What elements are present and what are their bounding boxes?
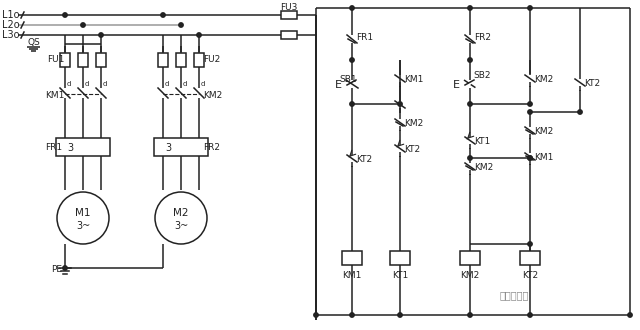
Text: QS: QS [27, 39, 40, 48]
Circle shape [468, 156, 472, 160]
Text: KT1: KT1 [474, 137, 490, 146]
Circle shape [63, 266, 67, 270]
Circle shape [161, 13, 165, 17]
Circle shape [57, 192, 109, 244]
Text: KM2: KM2 [534, 75, 553, 83]
Text: KT2: KT2 [404, 145, 420, 153]
Circle shape [528, 313, 532, 317]
Circle shape [350, 58, 354, 62]
Bar [60, 53, 70, 67]
Circle shape [398, 313, 402, 317]
Circle shape [528, 156, 532, 160]
Circle shape [468, 313, 472, 317]
Bar [520, 251, 540, 265]
Bar [56, 138, 110, 156]
Text: KM2: KM2 [474, 162, 493, 172]
Circle shape [528, 110, 532, 114]
Circle shape [468, 58, 472, 62]
Bar [390, 251, 410, 265]
Text: PE: PE [51, 266, 62, 275]
Text: d: d [201, 81, 205, 87]
Circle shape [350, 102, 354, 106]
Circle shape [468, 102, 472, 106]
Text: d: d [103, 81, 108, 87]
Bar [194, 53, 204, 67]
Text: KM2: KM2 [460, 272, 479, 280]
Circle shape [179, 23, 183, 27]
Bar [158, 53, 168, 67]
Text: 3~: 3~ [174, 221, 188, 231]
Text: FR2: FR2 [203, 143, 220, 151]
Text: d: d [183, 81, 188, 87]
Bar [281, 31, 297, 39]
Circle shape [628, 313, 632, 317]
Text: d: d [85, 81, 90, 87]
Text: KM2: KM2 [404, 118, 423, 127]
Text: KT2: KT2 [584, 79, 600, 87]
Circle shape [528, 242, 532, 246]
Circle shape [81, 23, 85, 27]
Circle shape [155, 192, 207, 244]
Text: 3~: 3~ [76, 221, 90, 231]
Bar [342, 251, 362, 265]
Circle shape [350, 313, 354, 317]
Bar [78, 53, 88, 67]
Circle shape [350, 6, 354, 10]
Circle shape [468, 6, 472, 10]
Text: SB2: SB2 [473, 72, 490, 81]
Text: SB1: SB1 [339, 75, 356, 83]
Text: E: E [453, 80, 460, 90]
Text: 电子技术控: 电子技术控 [500, 290, 529, 300]
Text: KT2: KT2 [356, 154, 372, 163]
Text: 3: 3 [67, 143, 73, 153]
Circle shape [578, 110, 582, 114]
Text: M2: M2 [173, 208, 189, 218]
Circle shape [528, 156, 532, 160]
Text: L1o: L1o [2, 10, 19, 20]
Text: KT2: KT2 [522, 272, 538, 280]
Text: d: d [165, 81, 170, 87]
Bar [460, 251, 480, 265]
Circle shape [63, 13, 67, 17]
Circle shape [528, 6, 532, 10]
Text: FR1: FR1 [356, 34, 373, 43]
Text: 3: 3 [165, 143, 171, 153]
Text: M1: M1 [76, 208, 91, 218]
Bar [176, 53, 186, 67]
Text: FU1: FU1 [47, 55, 65, 64]
Text: L2o: L2o [2, 20, 20, 30]
Bar [154, 138, 208, 156]
Circle shape [197, 33, 201, 37]
Text: KM1: KM1 [404, 75, 424, 83]
Text: L3o: L3o [2, 30, 19, 40]
Text: KM2: KM2 [534, 126, 553, 136]
Text: FU3: FU3 [280, 4, 298, 13]
Bar [96, 53, 106, 67]
Text: KM1: KM1 [45, 91, 65, 101]
Bar [281, 11, 297, 19]
Circle shape [528, 102, 532, 106]
Circle shape [314, 313, 318, 317]
Text: KM2: KM2 [203, 91, 222, 101]
Text: E: E [335, 80, 342, 90]
Text: d: d [67, 81, 72, 87]
Text: FU2: FU2 [203, 55, 220, 64]
Text: KT1: KT1 [392, 272, 408, 280]
Circle shape [398, 102, 402, 106]
Text: FR1: FR1 [45, 143, 62, 151]
Circle shape [99, 33, 103, 37]
Text: FR2: FR2 [474, 34, 491, 43]
Text: KM1: KM1 [342, 272, 362, 280]
Text: KM1: KM1 [534, 152, 554, 161]
